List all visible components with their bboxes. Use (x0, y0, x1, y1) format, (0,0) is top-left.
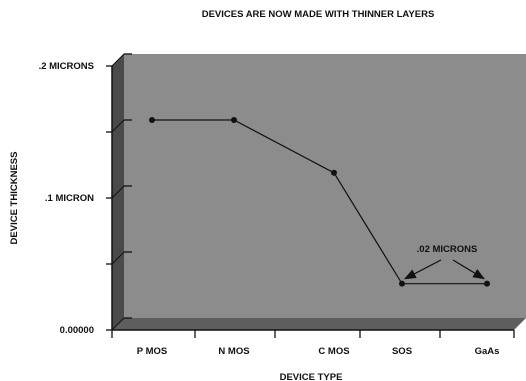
side-gridline (111, 119, 125, 133)
x-tick-labels: P MOS N MOS C MOS SOS GaAs (137, 346, 500, 357)
y-gridlines (111, 53, 132, 331)
y-tick-labels: 0.00000 .1 MICRON .2 MICRONS (39, 61, 95, 336)
x-tick-label: N MOS (218, 346, 249, 357)
x-tick-label: GaAs (475, 346, 500, 357)
side-gridline (111, 317, 125, 331)
side-gridline (111, 185, 125, 199)
y-tick-label: .1 MICRON (45, 193, 94, 204)
plot-floor (112, 318, 526, 330)
annotation-arrow (403, 259, 442, 280)
x-tick-label: P MOS (137, 346, 167, 357)
annotation-label: .02 MICRONS (417, 244, 478, 255)
y-axis-ticks (106, 65, 112, 331)
x-tick-label: C MOS (318, 346, 349, 357)
chart-title: DEVICES ARE NOW MADE WITH THINNER LAYERS (202, 9, 435, 20)
annotation-arrow (452, 259, 486, 280)
data-point (399, 280, 405, 287)
y-axis-label: DEVICE THICKNESS (9, 152, 20, 245)
x-axis-ticks (111, 330, 515, 338)
y-tick-label: 0.00000 (60, 325, 94, 336)
data-point (484, 280, 490, 287)
data-point (331, 169, 337, 176)
side-gridline (111, 53, 125, 67)
data-points (149, 117, 490, 287)
x-axis-label: DEVICE TYPE (280, 372, 343, 381)
side-gridline (111, 251, 125, 265)
x-tick-label: SOS (392, 346, 412, 357)
annotation-group: .02 MICRONS (403, 244, 486, 280)
data-point (231, 117, 237, 123)
data-point (149, 117, 155, 123)
y-tick-label: .2 MICRONS (39, 61, 94, 72)
plot-area (124, 54, 526, 318)
